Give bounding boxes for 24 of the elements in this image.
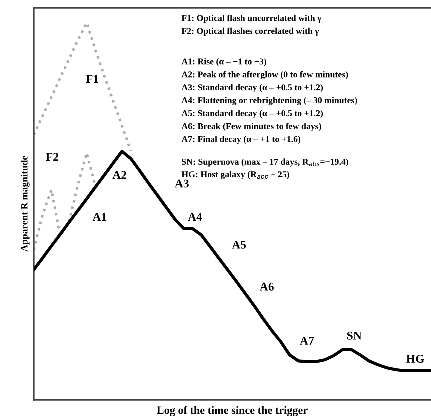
annotation: A6: Break (Few minutes to few days) [182, 123, 322, 132]
annotation: HG: Host galaxy (R$_{app}$ – 25) [182, 171, 290, 180]
annotation: A5 [232, 240, 246, 249]
y-axis-title: Apparent R magnitude [20, 156, 30, 252]
x-axis-title: Log of the time since the trigger [157, 406, 308, 417]
annotation: A5: Standard decay (α – +0.5 to +1.2) [182, 110, 324, 118]
annotation: A1: Rise (α – −1 to −3) [182, 58, 266, 67]
annotation: F2 [46, 153, 59, 161]
annotation: A7: Final decay (α – +1 to +1.6) [182, 136, 301, 144]
annotation: A2: Peak of the afterglow (0 to few minutes) [182, 71, 348, 80]
annotation: A4 [188, 213, 202, 221]
annotation: A1 [92, 213, 107, 221]
annotation: SN [347, 332, 362, 340]
annotation: F2: Optical flashes correlated with γ [182, 28, 320, 36]
annotation: A3: Standard decay (α – +0.5 to +1.2) [182, 84, 324, 92]
text: F1: Optical flash uncorrelated with γ [182, 14, 322, 24]
annotation: A3 [175, 180, 189, 188]
annotation: A2 [112, 171, 127, 180]
annotation: A4: Flattening or rebrightening (– 30 minutes) [182, 97, 358, 106]
annotation: F1 [86, 75, 99, 83]
annotation: A6 [260, 282, 274, 291]
annotation: A7 [300, 337, 314, 345]
annotation: HG [406, 355, 424, 363]
annotation: SN: Supernova (max – 17 days, R$_{abs}$=−19.4) [182, 158, 348, 167]
